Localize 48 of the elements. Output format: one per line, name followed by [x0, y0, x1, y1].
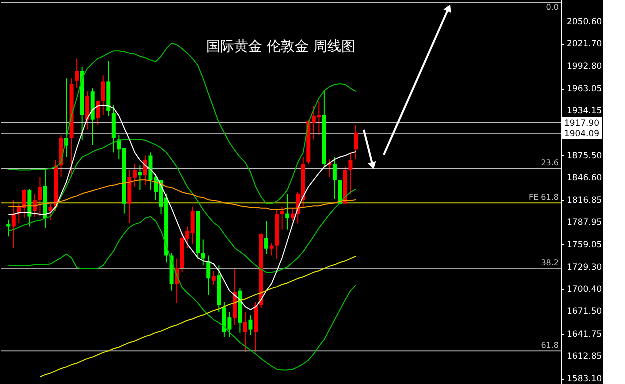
annotation: 38.2: [541, 258, 559, 268]
candlestick: [96, 100, 100, 126]
annotation: 0.0: [546, 3, 559, 12]
y-tick-label: 1700.40: [567, 285, 602, 296]
candlestick: [38, 176, 42, 218]
candlestick: [206, 255, 211, 296]
y-tick-label: 1641.75: [567, 330, 602, 340]
candlestick: [332, 156, 337, 200]
candlestick: [201, 239, 206, 266]
y-tick-label: 1612.85: [567, 352, 602, 362]
y-tick-label: 1934.15: [567, 106, 602, 117]
line-series: [40, 256, 356, 378]
candlestick: [280, 206, 284, 230]
y-tick-label: 1583.10: [567, 374, 602, 384]
y-tick-label: 1846.60: [567, 173, 602, 184]
y-tick-label: 1787.95: [567, 218, 602, 228]
annotation: 23.6: [541, 158, 559, 168]
line-series: [8, 216, 356, 371]
candlestick: [75, 58, 80, 90]
annotation: FE 61.8: [528, 193, 559, 202]
y-tick-label: 2021.70: [567, 40, 602, 50]
candlestick: [338, 180, 342, 206]
candlestick: [248, 314, 253, 336]
candlestick: [264, 220, 269, 255]
candlestick: [138, 165, 142, 191]
y-tick-label: 1963.05: [567, 84, 602, 95]
y-tick-label: 1875.50: [567, 151, 602, 162]
candlestick: [270, 243, 274, 256]
y-tick-label: 2050.60: [567, 18, 602, 28]
text: 国际黄金 伦敦金 周线图: [206, 39, 356, 55]
line-series: [8, 139, 356, 274]
annotation: 61.8: [541, 341, 559, 350]
candlestick: [32, 193, 37, 218]
ref-line-label: 1904.09: [564, 130, 600, 140]
y-tick-label: 1992.80: [567, 62, 602, 72]
candlestick: [286, 193, 290, 230]
y-tick-label: 1729.30: [567, 262, 602, 273]
candlestick: [354, 124, 358, 160]
candlestick: [243, 312, 248, 352]
y-tick-label: 1671.50: [567, 307, 602, 318]
candlestick: [86, 91, 90, 130]
candlestick: [48, 203, 53, 220]
candlestick: [348, 152, 353, 194]
candlestick: [212, 270, 216, 286]
y-tick-label: 1759.05: [567, 240, 602, 250]
ref-line-label: 1917.90: [564, 118, 600, 129]
y-tick-label: 1816.85: [567, 196, 602, 206]
candlestick: [101, 75, 106, 116]
